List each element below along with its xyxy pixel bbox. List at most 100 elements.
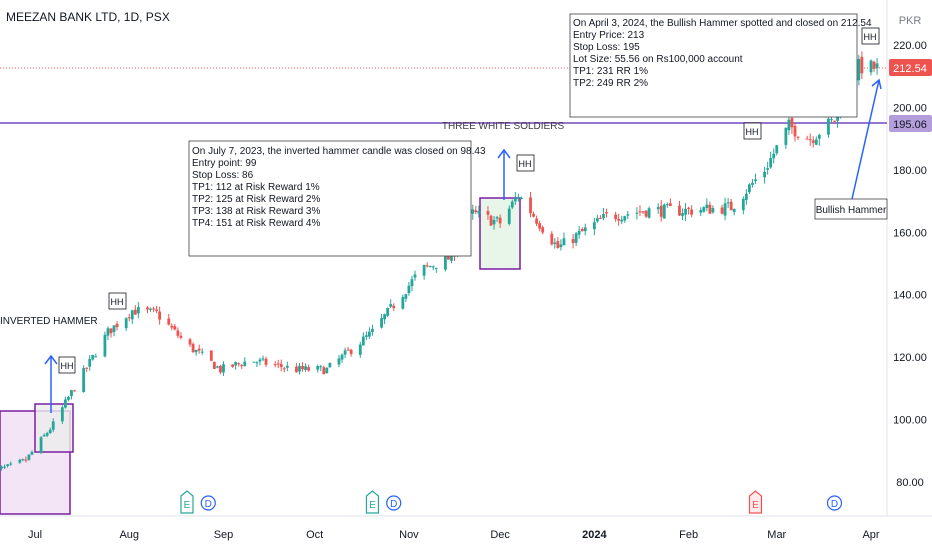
- bullish-hammer-label: Bullish Hammer: [816, 205, 887, 216]
- candle: [325, 367, 329, 374]
- note-july-line: Entry point: 99: [192, 158, 257, 169]
- earnings-marker-letter: E: [369, 500, 376, 511]
- candle: [209, 350, 213, 362]
- earnings-marker-letter: E: [752, 500, 759, 511]
- candle: [130, 309, 134, 324]
- candle: [860, 51, 864, 80]
- arrow-to-bullish-hammer[interactable]: [851, 78, 882, 200]
- candle: [827, 117, 830, 138]
- candle: [705, 198, 709, 212]
- earnings-marker[interactable]: E: [180, 490, 194, 514]
- time-tick-label: Jul: [28, 529, 42, 541]
- candle: [51, 418, 55, 433]
- candle: [748, 183, 751, 194]
- candle: [763, 166, 766, 184]
- candle: [127, 313, 131, 322]
- candle: [766, 161, 770, 175]
- candle: [252, 361, 256, 363]
- candle: [392, 303, 396, 311]
- arrow-up-december[interactable]: [497, 148, 511, 200]
- hh-tag[interactable]: HH: [861, 27, 880, 45]
- note-july-line: TP1: 112 at Risk Reward 1%: [192, 182, 320, 193]
- candle: [167, 314, 171, 326]
- price-tick-label: 100.00: [893, 415, 927, 427]
- earnings-marker[interactable]: E: [748, 490, 763, 514]
- time-tick-label: Apr: [862, 529, 879, 541]
- candle: [413, 270, 417, 281]
- candle: [744, 189, 748, 205]
- candle: [243, 357, 247, 367]
- dividend-marker[interactable]: D: [386, 495, 402, 511]
- candle: [319, 364, 323, 372]
- candle: [240, 363, 244, 369]
- candle: [149, 307, 152, 312]
- candle: [261, 355, 265, 362]
- note-april-line: Stop Loss: 195: [573, 42, 640, 53]
- price-tick-label: 200.00: [893, 102, 927, 114]
- candle: [368, 327, 371, 339]
- candle: [136, 302, 140, 319]
- candle: [285, 361, 289, 372]
- candle: [711, 205, 715, 214]
- hh-tag[interactable]: HH: [108, 292, 127, 310]
- candle: [592, 217, 596, 236]
- candle: [489, 214, 493, 226]
- note-july-line: On July 7, 2023, the inverted hammer can…: [192, 146, 486, 157]
- level-price-tag: [889, 115, 932, 132]
- time-tick-label: Feb: [679, 529, 698, 541]
- earnings-marker[interactable]: E: [365, 490, 380, 514]
- hh-tag[interactable]: HH: [58, 356, 76, 374]
- arrow-up-july[interactable]: [44, 354, 58, 413]
- three-white-soldiers-label: THREE WHITE SOLDIERS: [442, 121, 565, 132]
- note-july[interactable]: On July 7, 2023, the inverted hammer can…: [188, 140, 486, 257]
- candle: [407, 281, 411, 296]
- candle: [115, 321, 119, 331]
- candle: [60, 405, 64, 424]
- candle: [614, 211, 618, 222]
- candle: [222, 361, 225, 376]
- breakout-box[interactable]: [479, 197, 521, 270]
- candle: [833, 120, 836, 124]
- time-tick-label: Mar: [767, 529, 786, 541]
- note-july-line: Stop Loss: 86: [192, 170, 254, 181]
- bullish-hammer-callout[interactable]: Bullish Hammer: [814, 198, 888, 220]
- candle: [495, 215, 499, 223]
- hh-tag-text: HH: [864, 32, 877, 42]
- candle: [364, 331, 368, 341]
- dividend-marker[interactable]: D: [200, 495, 216, 511]
- candle: [276, 359, 280, 369]
- candle: [641, 211, 645, 214]
- price-tick-label: 180.00: [893, 165, 927, 177]
- time-tick-label: Aug: [119, 529, 139, 541]
- candle: [282, 366, 286, 373]
- candle: [516, 193, 520, 202]
- hh-tag[interactable]: HH: [743, 122, 762, 140]
- candle: [687, 206, 690, 215]
- candle: [754, 173, 757, 184]
- candle: [814, 136, 818, 146]
- dividend-marker[interactable]: D: [826, 495, 843, 511]
- candle: [155, 305, 158, 314]
- candle: [638, 205, 642, 216]
- candle: [361, 332, 365, 346]
- candle: [623, 215, 627, 223]
- hh-tag-text: HH: [746, 127, 759, 137]
- note-april[interactable]: On April 3, 2024, the Bullish Hammer spo…: [569, 13, 872, 118]
- candle: [146, 306, 149, 314]
- time-tick-label: Oct: [306, 529, 323, 541]
- candle: [562, 232, 566, 246]
- candle: [626, 211, 630, 219]
- candle: [811, 136, 815, 148]
- candle: [875, 58, 879, 75]
- candle: [617, 214, 621, 226]
- candle: [529, 191, 532, 218]
- candle: [571, 233, 575, 249]
- hh-tag[interactable]: HH: [516, 154, 535, 172]
- candle: [340, 353, 344, 363]
- candle: [784, 127, 788, 149]
- candle: [723, 197, 727, 221]
- price-tick-label: 140.00: [893, 290, 927, 302]
- candle: [133, 305, 137, 315]
- candle: [553, 238, 557, 249]
